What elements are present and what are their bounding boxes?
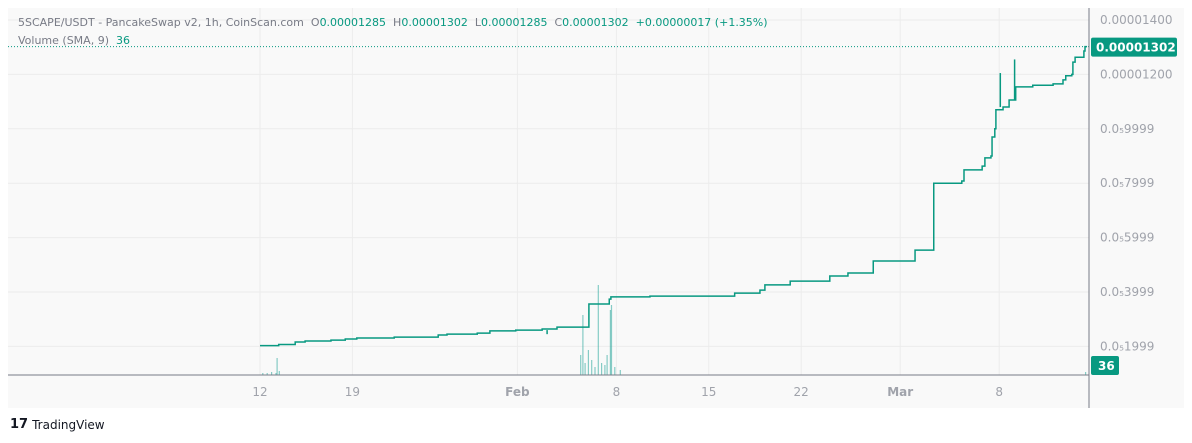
- last-price-badge: [1091, 37, 1177, 57]
- y-tick-label: 0.0₅1999: [1100, 339, 1154, 353]
- volume-value: 36: [115, 34, 130, 47]
- x-tick-label: Feb: [505, 385, 530, 399]
- low-label: L: [474, 16, 481, 29]
- volume-bar: [606, 355, 608, 375]
- y-tick-label: 0.00001200: [1100, 67, 1173, 81]
- y-tick-label: 0.0₅5999: [1100, 231, 1154, 245]
- volume-bar: [271, 372, 273, 375]
- volume-bar: [1085, 372, 1087, 375]
- volume-bar: [609, 310, 611, 375]
- volume-label: Volume (SMA, 9): [18, 34, 109, 47]
- brand-label: TradingView: [32, 417, 105, 432]
- last-price-label: 0.00001302: [1096, 41, 1176, 55]
- volume-bar: [276, 358, 278, 375]
- volume-bar: [610, 305, 613, 375]
- x-tick-label: 12: [252, 385, 267, 399]
- x-tick-label: 8: [613, 385, 621, 399]
- volume-bar: [262, 373, 264, 375]
- y-tick-label: 0.00001400: [1100, 13, 1173, 27]
- x-tick-label: 8: [995, 385, 1003, 399]
- volume-bar: [597, 285, 599, 375]
- y-tick-label: 0.0₅3999: [1100, 285, 1154, 299]
- low-value: 0.00001285: [480, 16, 548, 29]
- open-value: 0.00001285: [319, 16, 387, 29]
- x-tick-label: 22: [794, 385, 809, 399]
- volume-bar: [580, 355, 582, 375]
- volume-bar: [604, 365, 606, 375]
- volume-legend: Volume (SMA, 9) 36: [18, 34, 130, 47]
- symbol-title: 5SCAPE/USDT - PancakeSwap v2, 1h, CoinSc…: [18, 16, 304, 29]
- volume-bar: [591, 360, 593, 375]
- volume-bar: [266, 373, 268, 375]
- close-label: C: [554, 16, 563, 29]
- volume-bar: [584, 363, 586, 375]
- volume-bar: [582, 315, 584, 375]
- tradingview-logo[interactable]: 17 TradingView: [10, 417, 105, 432]
- price-line: [260, 45, 1087, 347]
- open-label: O: [310, 16, 320, 29]
- y-tick-label: 0.0₅7999: [1100, 176, 1154, 190]
- volume-bar: [278, 371, 280, 375]
- x-tick-label: 19: [345, 385, 360, 399]
- ohlc-legend: 5SCAPE/USDT - PancakeSwap v2, 1h, CoinSc…: [18, 16, 768, 29]
- high-label: H: [393, 16, 402, 29]
- x-tick-label: 15: [701, 385, 716, 399]
- volume-bar: [601, 363, 603, 375]
- volume-badge: [1091, 356, 1119, 375]
- volume-bar: [619, 370, 621, 375]
- volume-badge-label: 36: [1098, 359, 1115, 373]
- volume-bar: [275, 373, 277, 375]
- volume-bar: [587, 350, 589, 375]
- close-value: 0.00001302: [562, 16, 629, 29]
- tradingview-icon: 17: [10, 417, 29, 432]
- change-value: +0.00000017 (+1.35%): [635, 16, 768, 29]
- volume-bar: [594, 367, 596, 375]
- volume-bar: [614, 367, 616, 375]
- x-tick-label: Mar: [887, 385, 913, 399]
- high-value: 0.00001302: [401, 16, 468, 29]
- y-tick-label: 0.0₅9999: [1100, 122, 1154, 136]
